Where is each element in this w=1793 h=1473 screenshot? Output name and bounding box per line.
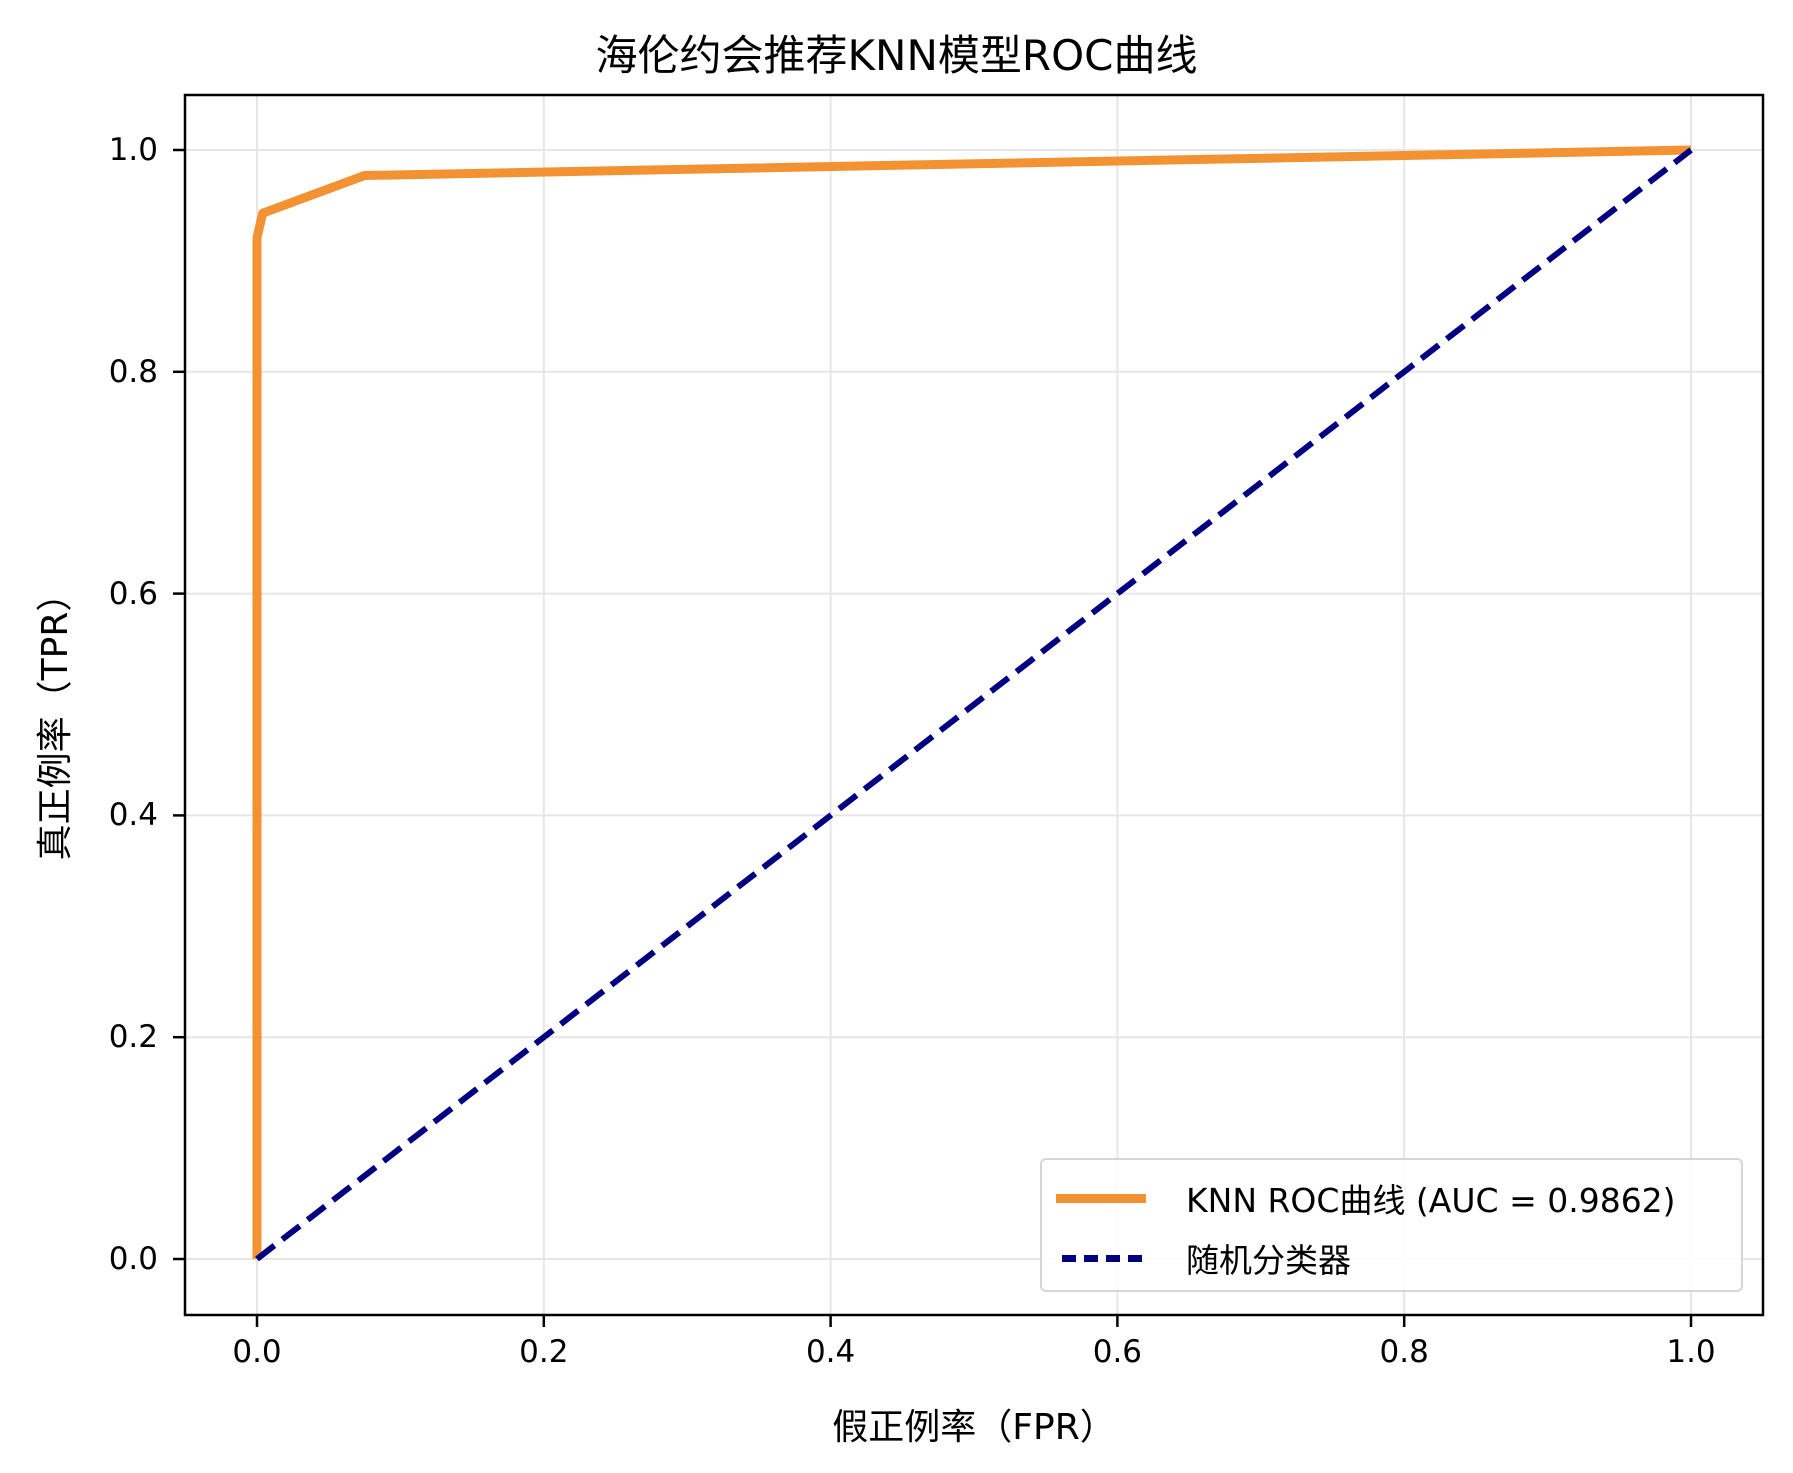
y-tick-label: 0.4 [108, 797, 158, 834]
x-tick-label: 0.8 [1379, 1334, 1429, 1370]
series-lines [252, 145, 1693, 1262]
dashed-line-swatch-icon [1062, 1254, 1142, 1262]
chart-title: 海伦约会推荐KNN模型ROC曲线 [595, 31, 1198, 80]
x-tick-label: 0.4 [805, 1334, 856, 1370]
axes-frame [183, 93, 1765, 1317]
x-tick-label: 1.0 [1666, 1334, 1716, 1370]
random-classifier-line [255, 147, 1693, 1262]
y-tick-label: 0.8 [108, 353, 158, 390]
x-tick-label: 0.2 [519, 1334, 569, 1370]
legend-label: 随机分类器 [1186, 1241, 1351, 1280]
legend: KNN ROC曲线 (AUC = 0.9862) 随机分类器 [1040, 1158, 1743, 1292]
y-tick-label: 1.0 [108, 132, 158, 168]
x-tick-label: 0.6 [1092, 1334, 1143, 1370]
legend-label: KNN ROC曲线 (AUC = 0.9862) [1186, 1181, 1676, 1220]
legend-item-random-classifier: 随机分类器 [1042, 1228, 1351, 1288]
legend-item-knn-roc: KNN ROC曲线 (AUC = 0.9862) [1042, 1168, 1676, 1228]
y-tick-label: 0.0 [108, 1241, 158, 1277]
y-tick-label: 0.6 [108, 575, 158, 612]
x-tick-label: 0.0 [232, 1334, 282, 1370]
y-tick-label: 0.2 [108, 1019, 158, 1056]
solid-line-swatch-icon [1056, 1193, 1146, 1203]
knn-roc-curve [252, 145, 1692, 1259]
tick-marks [173, 148, 1693, 1327]
x-axis-label: 假正例率（FPR） [832, 1407, 1116, 1448]
